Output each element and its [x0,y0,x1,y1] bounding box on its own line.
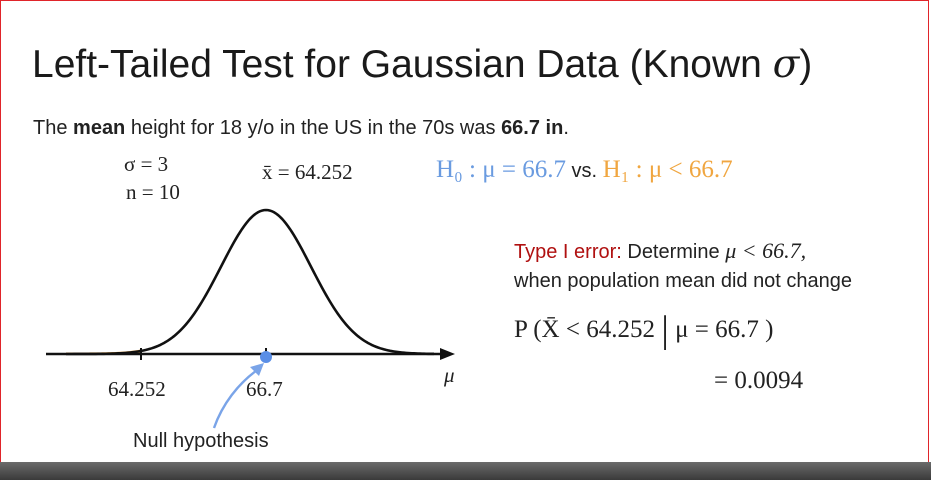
p-value: = 0.0094 [714,367,804,394]
curved-arrow-icon [212,367,261,429]
type-one-error-note: Type I error: Determine μ < 66.7, when po… [514,238,853,292]
curved-arrow-head [250,363,264,376]
normal-curve [66,208,435,356]
null-mean-point [260,351,272,363]
hypotheses: H₀ : μ = 66.7 vs. H₁ : μ < 66.7 [436,156,733,183]
axis-mu-label: μ [444,363,455,387]
null-hypothesis-label: Null hypothesis [133,430,269,452]
intro-sentence: The mean height for 18 y/o in the US in … [33,117,569,139]
tick-label-null-mean: 66.7 [246,377,283,401]
sigma-value: σ = 3 [124,152,169,176]
probability-expression: P (X̄ < 64.252 | μ = 66.7 ) [514,309,774,351]
sample-size: n = 10 [126,180,180,204]
arrow-right-icon [440,348,455,360]
alternative-hypothesis: H₁ : μ < 66.7 [602,156,733,183]
tick-label-observed: 64.252 [108,377,166,401]
slide-title: Left-Tailed Test for Gaussian Data (Know… [32,42,813,87]
sample-mean: x̄ = 64.252 [262,160,353,184]
null-hypothesis: H₀ : μ = 66.7 [436,156,566,183]
player-bottom-bar [0,462,931,480]
